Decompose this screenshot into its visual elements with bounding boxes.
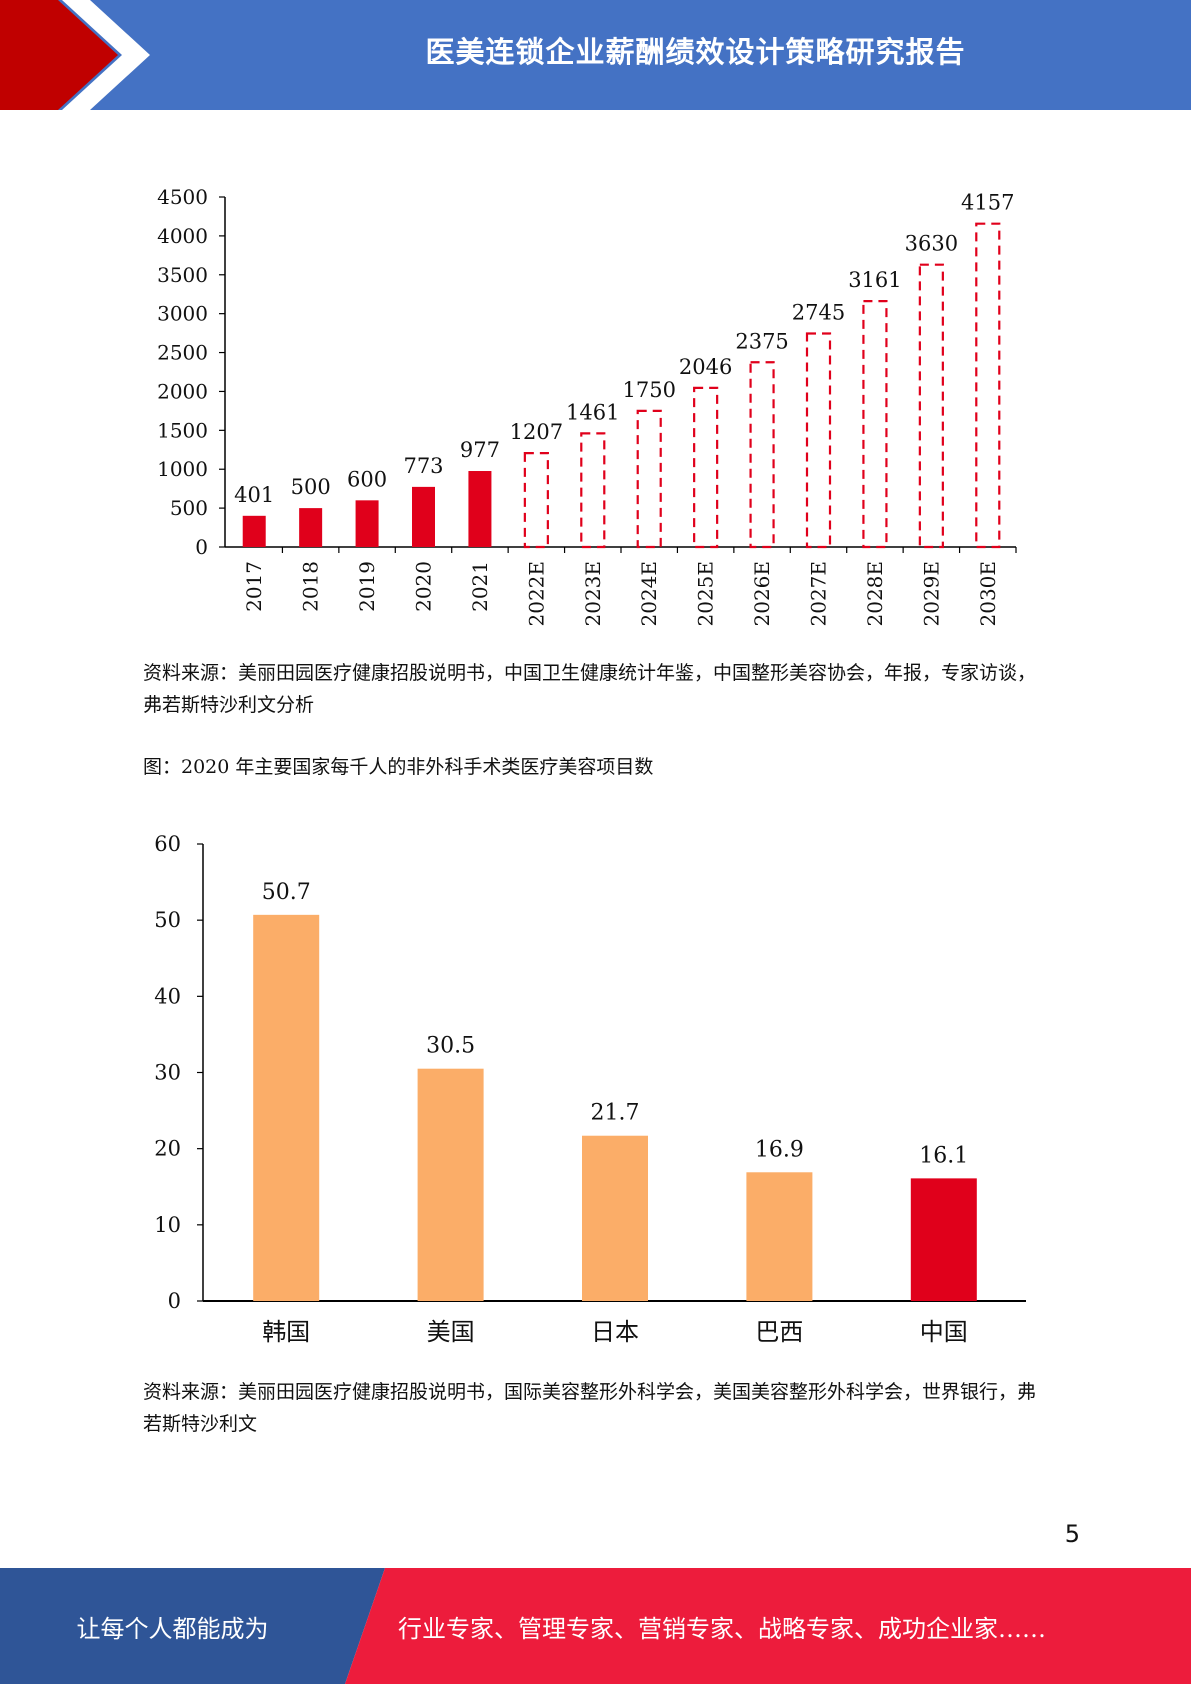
y-tick-label-8: 4000 <box>157 224 208 248</box>
y-tick-label-6: 3000 <box>157 302 208 326</box>
figure-caption-2: 图：2020 年主要国家每千人的非外科手术类医疗美容项目数 <box>143 756 654 778</box>
value-label-2018: 500 <box>291 475 331 499</box>
bar-2017 <box>242 515 266 547</box>
x-tick-label-2029E: 2029E <box>919 561 943 627</box>
value-label-巴西: 16.9 <box>755 1137 804 1162</box>
x-tick-label-2025E: 2025E <box>694 561 718 627</box>
bar-2030E <box>975 222 1001 549</box>
x-tick-label-2019: 2019 <box>355 561 379 612</box>
y-tick-label-3: 30 <box>154 1061 181 1085</box>
bar-美国 <box>417 1068 484 1301</box>
market-size-bar-chart: 0 500 1000 1500 2000 2500 3000 3500 4000 4500 401 2… <box>157 185 1017 627</box>
bar-2019 <box>355 500 379 547</box>
x-tick-label-2022E: 2022E <box>524 561 548 627</box>
header-arrow-graphic <box>0 0 150 110</box>
value-label-2027E: 2745 <box>792 301 845 325</box>
value-label-韩国: 50.7 <box>262 880 311 905</box>
value-label-日本: 21.7 <box>591 1101 640 1126</box>
x-tick-label-巴西: 巴西 <box>755 1318 803 1346</box>
value-label-2017: 401 <box>234 483 274 507</box>
bar-2027E <box>805 332 832 549</box>
x-tick-label-2030E: 2030E <box>976 561 1000 627</box>
value-label-2029E: 3630 <box>905 232 958 256</box>
value-label-2021: 977 <box>460 438 500 462</box>
page-header: 医美连锁企业薪酬绩效设计策略研究报告 <box>0 0 1191 110</box>
source-note-1: 资料来源：美丽田园医疗健康招股说明书，中国卫生健康统计年鉴，中国整形美容协会，年… <box>143 662 1037 716</box>
x-tick-label-韩国: 韩国 <box>262 1318 310 1346</box>
y-tick-label-2: 1000 <box>157 457 208 481</box>
value-label-2026E: 2375 <box>735 329 788 353</box>
y-tick-label-5: 2500 <box>157 341 208 365</box>
y-tick-label-4: 40 <box>154 984 181 1008</box>
bar-巴西 <box>746 1172 813 1301</box>
bar-2025E <box>693 386 719 549</box>
bar-韩国 <box>253 914 320 1301</box>
bar-2018 <box>299 508 323 547</box>
value-label-2024E: 1750 <box>622 378 675 402</box>
bar-2021 <box>468 471 492 547</box>
y-tick-label-4: 2000 <box>157 379 208 403</box>
x-tick-label-2017: 2017 <box>242 561 266 612</box>
report-title: 医美连锁企业薪酬绩效设计策略研究报告 <box>425 35 966 69</box>
bar-2024E <box>636 409 662 549</box>
y-tick-label-2: 20 <box>154 1137 181 1161</box>
value-label-2030E: 4157 <box>961 191 1014 215</box>
value-label-中国: 16.1 <box>919 1143 968 1168</box>
bar-2023E <box>580 432 606 549</box>
y-tick-label-1: 500 <box>170 496 208 520</box>
x-tick-label-2027E: 2027E <box>807 561 831 627</box>
value-label-2020: 773 <box>403 454 443 478</box>
value-label-美国: 30.5 <box>426 1034 475 1059</box>
x-tick-label-2028E: 2028E <box>863 561 887 627</box>
footer-slogan-left: 让每个人都能成为 <box>76 1614 269 1643</box>
y-tick-label-6: 60 <box>154 832 181 856</box>
y-tick-label-3: 1500 <box>157 418 208 442</box>
bar-2028E <box>862 300 888 549</box>
y-tick-label-0: 0 <box>195 535 208 559</box>
x-tick-label-中国: 中国 <box>920 1318 968 1346</box>
page-number: 5 <box>1064 1520 1080 1548</box>
x-tick-label-日本: 日本 <box>591 1318 639 1346</box>
country-comparison-bar-chart: 0 10 20 30 40 50 60 50.7 韩国 30.5 美国 21.7 日本 16.9 巴西 16.… <box>154 832 1026 1346</box>
bar-2020 <box>412 486 435 547</box>
page-footer: 让每个人都能成为 行业专家、管理专家、营销专家、战略专家、成功企业家…… <box>0 1568 1191 1684</box>
value-label-2022E: 1207 <box>510 420 563 444</box>
value-label-2028E: 3161 <box>848 268 901 292</box>
source-note-2: 资料来源：美丽田园医疗健康招股说明书，国际美容整形外科学会，美国美容整形外科学会… <box>143 1381 1037 1435</box>
x-tick-label-2026E: 2026E <box>750 561 774 627</box>
x-tick-label-2018: 2018 <box>299 561 323 612</box>
x-tick-label-2020: 2020 <box>412 561 436 612</box>
footer-slogan-right: 行业专家、管理专家、营销专家、战略专家、成功企业家…… <box>398 1614 1046 1643</box>
bar-中国 <box>910 1178 977 1301</box>
y-tick-label-7: 3500 <box>157 263 208 287</box>
bar-2022E <box>523 452 549 549</box>
x-tick-label-2023E: 2023E <box>581 561 605 627</box>
bar-2026E <box>749 361 775 549</box>
y-tick-label-9: 4500 <box>157 185 208 209</box>
y-tick-label-0: 0 <box>168 1289 181 1313</box>
bar-日本 <box>582 1135 648 1301</box>
value-label-2019: 600 <box>347 467 387 491</box>
x-tick-label-2024E: 2024E <box>637 561 661 627</box>
y-tick-label-5: 50 <box>154 908 181 932</box>
y-tick-label-1: 10 <box>154 1213 181 1237</box>
footer-band-graphic <box>0 1568 1191 1684</box>
x-tick-label-美国: 美国 <box>427 1318 475 1346</box>
bar-2029E <box>918 263 944 549</box>
value-label-2023E: 1461 <box>566 400 619 424</box>
value-label-2025E: 2046 <box>679 355 732 379</box>
x-tick-label-2021: 2021 <box>468 561 492 612</box>
